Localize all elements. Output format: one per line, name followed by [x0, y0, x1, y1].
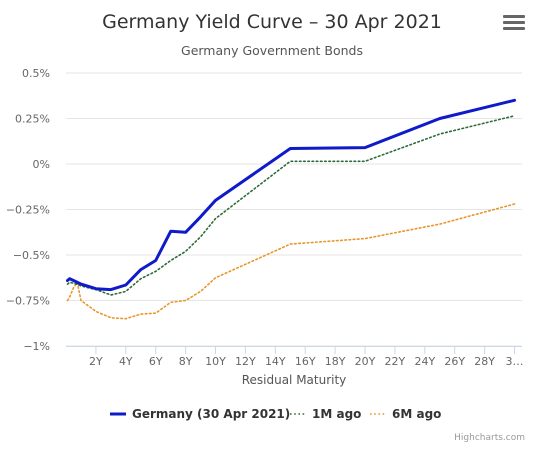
y-tick-label: 0.5% [22, 67, 50, 80]
y-tick-label: −0.5% [13, 249, 50, 262]
series-line-6m-ago[interactable] [66, 203, 516, 320]
x-tick-label: 20Y [355, 355, 376, 368]
y-tick-label: −0.25% [6, 204, 50, 217]
axis-layer: 0.5% 0.25% 0% −0.25% −0.5% −0.75% −1% 2Y 4Y 6Y 8Y 1… [6, 67, 524, 368]
legend-item-1m-ago[interactable]: 1M ago [290, 407, 361, 421]
x-tick-label: 14Y [265, 355, 286, 368]
x-tick-label: 28Y [474, 355, 495, 368]
legend-label: 1M ago [312, 407, 361, 421]
legend-label: Germany (30 Apr 2021) [132, 407, 290, 421]
x-tick-label: 16Y [295, 355, 316, 368]
x-tick-label: 10Y [205, 355, 226, 368]
x-axis-title: Residual Maturity [242, 373, 347, 387]
x-tick-label: 22Y [385, 355, 406, 368]
series-line-germany-30-apr-2021[interactable] [66, 98, 516, 292]
x-tick-label: 24Y [414, 355, 435, 368]
y-tick-label: 0.25% [15, 113, 50, 126]
x-tick-label: 8Y [179, 355, 193, 368]
y-tick-label: −1% [23, 340, 50, 353]
series-line-1m-ago[interactable] [66, 115, 516, 296]
chart-subtitle: Germany Government Bonds [181, 43, 363, 58]
legend: Germany (30 Apr 2021) 1M ago 6M ago [110, 407, 441, 421]
x-tick-label: 12Y [235, 355, 256, 368]
y-tick-label: 0% [33, 158, 50, 171]
hamburger-menu-icon[interactable] [503, 15, 525, 35]
y-tick-label: −0.75% [6, 295, 50, 308]
legend-item-6m-ago[interactable]: 6M ago [370, 407, 441, 421]
x-tick-label: 4Y [119, 355, 133, 368]
series-layer [66, 98, 516, 320]
credits-link[interactable]: Highcharts.com [454, 433, 525, 443]
legend-item-germany-30-apr-2021[interactable]: Germany (30 Apr 2021) [110, 407, 290, 421]
x-tick-label: 2Y [89, 355, 103, 368]
legend-label: 6M ago [392, 407, 441, 421]
x-tick-label: 26Y [444, 355, 465, 368]
x-tick-label: 3… [506, 355, 524, 368]
x-tick-label: 18Y [325, 355, 346, 368]
chart-title: Germany Yield Curve – 30 Apr 2021 [102, 11, 442, 33]
x-tick-label: 6Y [149, 355, 163, 368]
